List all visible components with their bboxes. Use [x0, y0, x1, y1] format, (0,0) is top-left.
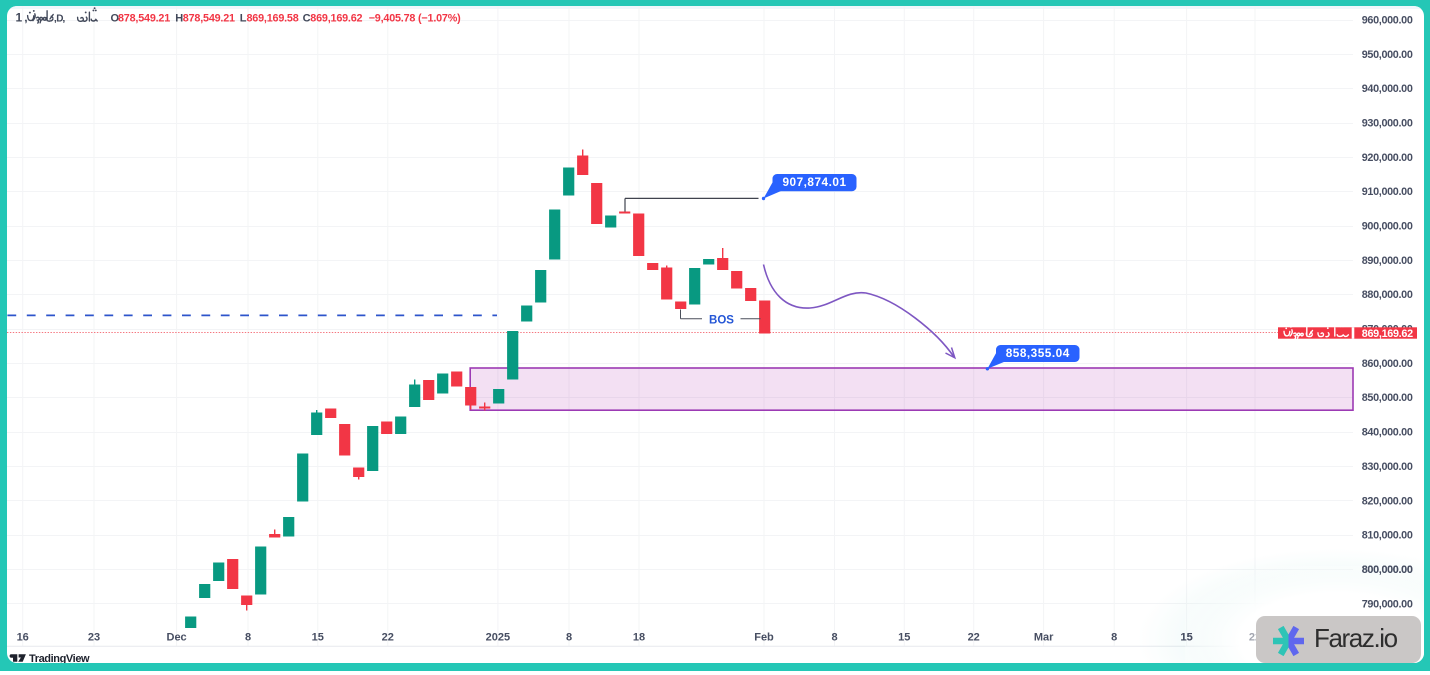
- svg-text:878,549.21: 878,549.21: [118, 13, 170, 25]
- svg-text:878,549.21: 878,549.21: [183, 13, 235, 25]
- svg-text:930,000.00: 930,000.00: [1362, 118, 1413, 130]
- svg-text:890,000.00: 890,000.00: [1362, 255, 1413, 267]
- svg-text:920,000.00: 920,000.00: [1362, 152, 1413, 164]
- svg-text:,: ,: [24, 11, 27, 25]
- svg-text:8: 8: [1111, 632, 1117, 644]
- svg-text:15: 15: [1180, 632, 1192, 644]
- svg-text:15: 15: [312, 632, 324, 644]
- svg-text:Mar: Mar: [1034, 632, 1054, 644]
- svg-text:TradingView: TradingView: [29, 653, 90, 663]
- svg-text:23: 23: [88, 632, 100, 644]
- svg-text:830,000.00: 830,000.00: [1362, 461, 1413, 473]
- svg-text:907,874.01: 907,874.01: [782, 175, 846, 189]
- svg-text:L: L: [240, 13, 247, 25]
- svg-text:910,000.00: 910,000.00: [1362, 186, 1413, 198]
- svg-text:,: ,: [62, 13, 65, 25]
- svg-text:790,000.00: 790,000.00: [1362, 599, 1413, 611]
- svg-text:950,000.00: 950,000.00: [1362, 49, 1413, 61]
- svg-text:840,000.00: 840,000.00: [1362, 427, 1413, 439]
- svg-text:820,000.00: 820,000.00: [1362, 495, 1413, 507]
- svg-text:C: C: [303, 13, 311, 25]
- svg-text:1: 1: [16, 11, 23, 25]
- svg-text:810,000.00: 810,000.00: [1362, 530, 1413, 542]
- svg-text:850,000.00: 850,000.00: [1362, 392, 1413, 404]
- svg-text:18: 18: [633, 632, 645, 644]
- svg-text:2025: 2025: [486, 632, 510, 644]
- svg-text:H: H: [175, 13, 183, 25]
- svg-text:869,169.62: 869,169.62: [1362, 328, 1413, 340]
- svg-text:869,169.58: 869,169.58: [247, 13, 299, 25]
- svg-text:800,000.00: 800,000.00: [1362, 564, 1413, 576]
- svg-text:15: 15: [898, 632, 910, 644]
- svg-text:8: 8: [831, 632, 837, 644]
- svg-text:O: O: [111, 13, 120, 25]
- svg-text:880,000.00: 880,000.00: [1362, 289, 1413, 301]
- svg-text:BOS: BOS: [709, 315, 734, 327]
- svg-text:,: ,: [54, 13, 57, 25]
- svg-text:858,355.04: 858,355.04: [1006, 346, 1070, 360]
- svg-text:22: 22: [968, 632, 980, 644]
- svg-text:960,000.00: 960,000.00: [1362, 14, 1413, 26]
- svg-text:−9,405.78 (−1.07%): −9,405.78 (−1.07%): [369, 13, 461, 25]
- svg-text:900,000.00: 900,000.00: [1362, 221, 1413, 233]
- svg-text:Feb: Feb: [754, 632, 774, 644]
- svg-text:8: 8: [245, 632, 251, 644]
- svg-text:D: D: [56, 14, 63, 25]
- svg-text:16: 16: [17, 632, 29, 644]
- svg-text:22: 22: [382, 632, 394, 644]
- svg-text:869,169.62: 869,169.62: [310, 13, 362, 25]
- svg-text:940,000.00: 940,000.00: [1362, 83, 1413, 95]
- svg-text:Dec: Dec: [167, 632, 187, 644]
- svg-text:8: 8: [566, 632, 572, 644]
- svg-text:860,000.00: 860,000.00: [1362, 358, 1413, 370]
